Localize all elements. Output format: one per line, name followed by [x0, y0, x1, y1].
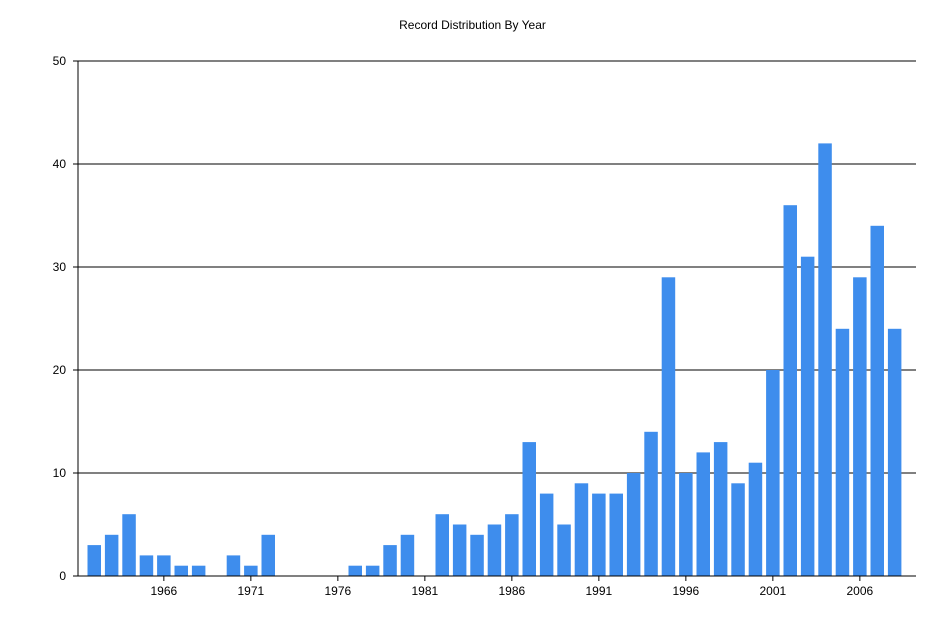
bar: [870, 225, 884, 577]
bar: [592, 493, 606, 576]
bar: [261, 534, 275, 576]
y-tick-label: 40: [53, 157, 67, 171]
bar: [400, 534, 415, 576]
bar: [104, 534, 119, 576]
bar: [435, 514, 449, 576]
x-tick-label: 1971: [237, 584, 264, 598]
bar: [452, 524, 467, 576]
bar: [748, 462, 763, 576]
bar: [174, 565, 188, 576]
bar: [696, 452, 710, 576]
x-tick-label: 1966: [150, 584, 177, 598]
bar: [139, 555, 154, 576]
bar: [557, 524, 571, 576]
bar: [157, 555, 171, 576]
bar: [679, 473, 693, 576]
bar: [644, 431, 658, 576]
bar: [505, 514, 519, 576]
bar: [522, 442, 536, 576]
x-tick-label: 1991: [585, 584, 612, 598]
bar: [626, 473, 641, 576]
bar: [348, 565, 362, 576]
x-tick-label: 1996: [672, 584, 699, 598]
bar: [766, 370, 780, 576]
y-tick-label: 0: [59, 569, 66, 583]
x-tick-label: 2001: [759, 584, 786, 598]
bar: [818, 143, 832, 576]
x-tick-label: 1981: [411, 584, 438, 598]
bar: [226, 555, 241, 576]
bar: [244, 565, 258, 576]
bar: [731, 483, 745, 576]
bar: [783, 205, 797, 576]
bar: [609, 493, 623, 576]
bar: [365, 565, 380, 576]
x-tick-label: 2006: [846, 584, 873, 598]
y-tick-label: 20: [53, 363, 67, 377]
y-tick-label: 50: [53, 54, 67, 68]
x-tick-label: 1976: [324, 584, 351, 598]
bar: [853, 277, 867, 576]
bar: [87, 545, 101, 576]
bar: [470, 534, 484, 576]
bar: [713, 442, 728, 576]
chart-title: Record Distribution By Year: [399, 18, 546, 32]
bar: [835, 328, 850, 576]
bar: [539, 493, 554, 576]
bar: [887, 328, 902, 576]
bar: [574, 483, 589, 576]
x-tick-label: 1986: [498, 584, 525, 598]
bar: [191, 565, 206, 576]
bar: [661, 277, 676, 576]
bar: [122, 514, 136, 576]
y-tick-label: 30: [53, 260, 67, 274]
bar: [487, 524, 502, 576]
bar: [383, 545, 397, 576]
y-tick-label: 10: [53, 466, 67, 480]
bar: [800, 256, 815, 576]
